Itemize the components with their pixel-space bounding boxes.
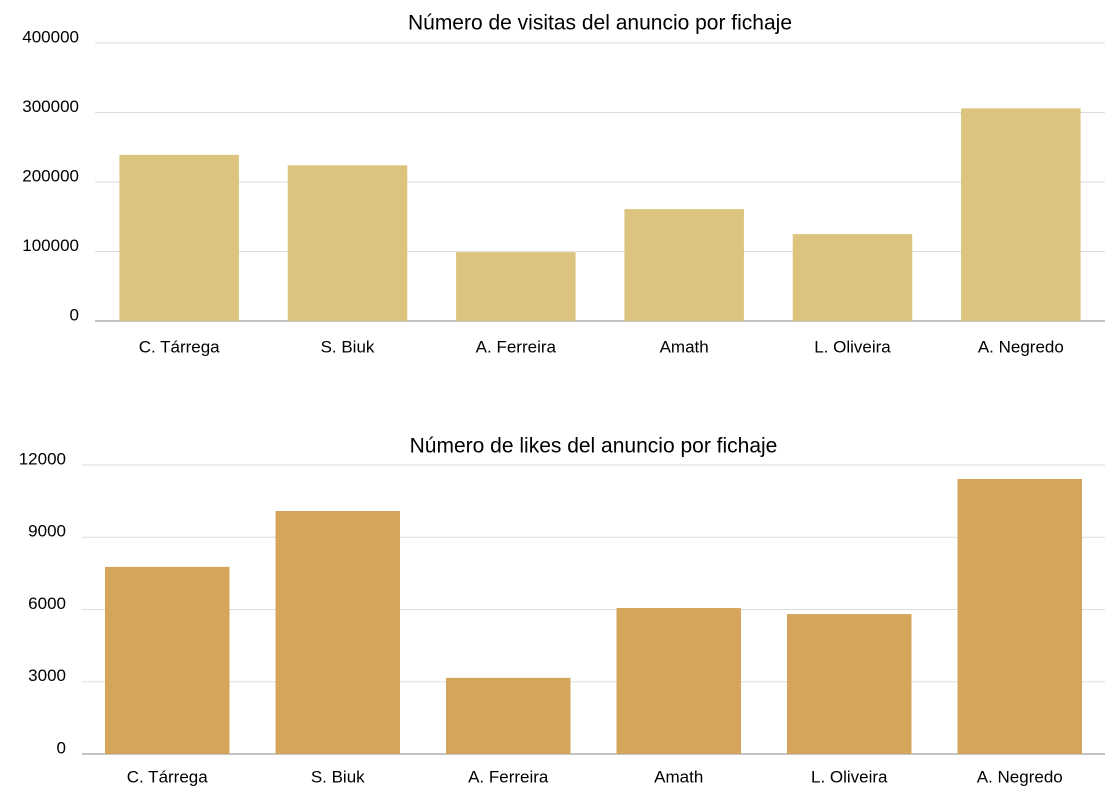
x-tick-label: A. Ferreira (476, 337, 557, 356)
bar (792, 234, 913, 321)
x-tick-label: C. Tárrega (139, 337, 220, 356)
y-tick-label: 9000 (28, 522, 66, 541)
bar (616, 608, 741, 754)
bar (446, 677, 571, 754)
x-tick-label: S. Biuk (311, 767, 365, 786)
x-tick-label: L. Oliveira (811, 767, 888, 786)
x-tick-label: S. Biuk (321, 337, 375, 356)
y-tick-label: 3000 (28, 666, 66, 685)
x-tick-label: A. Negredo (978, 337, 1064, 356)
y-tick-label: 0 (70, 305, 79, 324)
y-tick-label: 0 (57, 738, 66, 757)
bar (456, 252, 576, 321)
y-tick-label: 300000 (22, 97, 79, 116)
y-tick-label: 12000 (19, 449, 66, 468)
y-tick-label: 100000 (22, 236, 79, 255)
bar (275, 510, 400, 754)
bar (961, 108, 1081, 321)
x-tick-label: L. Oliveira (814, 337, 891, 356)
y-tick-label: 6000 (28, 594, 66, 613)
y-tick-label: 200000 (22, 166, 79, 185)
chart-title: Número de visitas del anuncio por fichaj… (408, 12, 792, 35)
bar (119, 154, 239, 321)
x-tick-label: C. Tárrega (127, 767, 208, 786)
bar (624, 209, 744, 321)
y-tick-label: 400000 (22, 27, 79, 46)
x-tick-label: A. Ferreira (468, 767, 549, 786)
x-tick-label: Amath (654, 767, 703, 786)
x-tick-label: A. Negredo (977, 767, 1063, 786)
bar (105, 566, 230, 754)
bar (287, 165, 408, 321)
bar (957, 478, 1082, 754)
x-tick-label: Amath (660, 337, 709, 356)
chart-title: Número de likes del anuncio por fichaje (410, 435, 778, 458)
bar (787, 614, 912, 754)
